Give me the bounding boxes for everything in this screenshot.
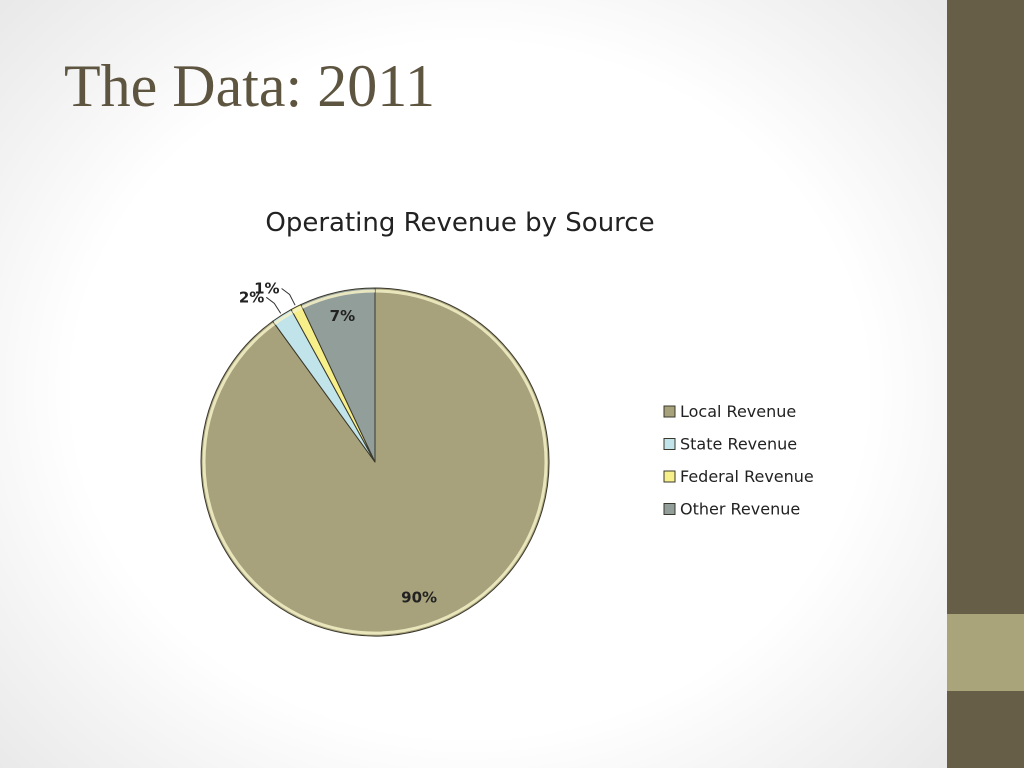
sidebar-accent-block	[947, 614, 1024, 691]
data-label-federal-revenue: 1%	[254, 280, 279, 298]
legend-swatch-local-revenue	[663, 405, 676, 418]
legend-label-federal-revenue: Federal Revenue	[680, 467, 814, 486]
data-label-state-revenue: 2%	[239, 288, 264, 306]
pie-slice-rim-local-revenue	[202, 289, 548, 635]
legend-swatch-state-revenue	[663, 438, 676, 450]
legend-swatch-federal-revenue	[663, 470, 676, 483]
legend-label-local-revenue: Local Revenue	[680, 402, 796, 421]
slide-title: The Data: 2011	[64, 53, 435, 119]
leader-line-state-revenue	[265, 296, 282, 314]
pie-slice-other-revenue	[300, 287, 376, 463]
data-label-local-revenue: 90%	[401, 589, 437, 607]
leader-line-federal-revenue	[281, 288, 296, 306]
pie-chart: Operating Revenue by Source 90% 2%1% 7% Lo…	[200, 208, 814, 637]
legend-label-other-revenue: Other Revenue	[680, 500, 800, 519]
chart-title: Operating Revenue by Source	[265, 208, 654, 238]
legend-swatch-other-revenue	[663, 503, 676, 515]
data-label-other-revenue: 7%	[330, 307, 355, 325]
pie-slice-rim-other-revenue	[301, 289, 376, 309]
legend-label-state-revenue: State Revenue	[680, 435, 797, 454]
